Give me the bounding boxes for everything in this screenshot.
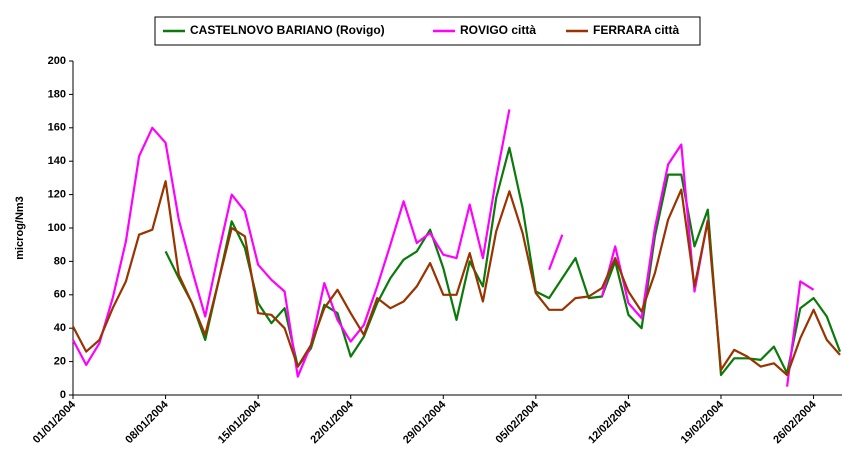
series-line xyxy=(72,109,815,387)
x-tick-label: 12/02/2004 xyxy=(586,398,634,446)
series-line xyxy=(72,180,841,377)
y-tick-label: 20 xyxy=(54,356,66,368)
y-tick-label: 60 xyxy=(54,289,66,301)
x-tick-label: 29/01/2004 xyxy=(401,398,449,446)
series-line xyxy=(164,146,842,377)
legend-label: FERRARA città xyxy=(593,23,680,37)
x-tick-label: 15/01/2004 xyxy=(216,398,264,446)
legend-label: ROVIGO città xyxy=(460,23,536,37)
y-tick-label: 140 xyxy=(48,155,66,167)
y-tick-label: 120 xyxy=(48,189,66,201)
y-tick-label: 180 xyxy=(48,88,66,100)
x-tick-label: 01/01/2004 xyxy=(31,398,79,446)
y-axis-label: microg/Nm3 xyxy=(14,196,26,260)
x-tick-label: 19/02/2004 xyxy=(679,398,727,446)
y-tick-label: 0 xyxy=(60,389,66,401)
y-tick-label: 200 xyxy=(48,55,66,67)
x-tick-label: 26/02/2004 xyxy=(771,398,819,446)
x-tick-label: 08/01/2004 xyxy=(123,398,171,446)
y-tick-label: 80 xyxy=(54,255,66,267)
y-tick-label: 160 xyxy=(48,122,66,134)
legend-label: CASTELNOVO BARIANO (Rovigo) xyxy=(190,23,385,37)
x-tick-label: 22/01/2004 xyxy=(308,398,356,446)
y-tick-label: 100 xyxy=(48,222,66,234)
legend-box xyxy=(154,16,701,46)
y-tick-label: 40 xyxy=(54,322,66,334)
x-tick-label: 05/02/2004 xyxy=(494,398,542,446)
